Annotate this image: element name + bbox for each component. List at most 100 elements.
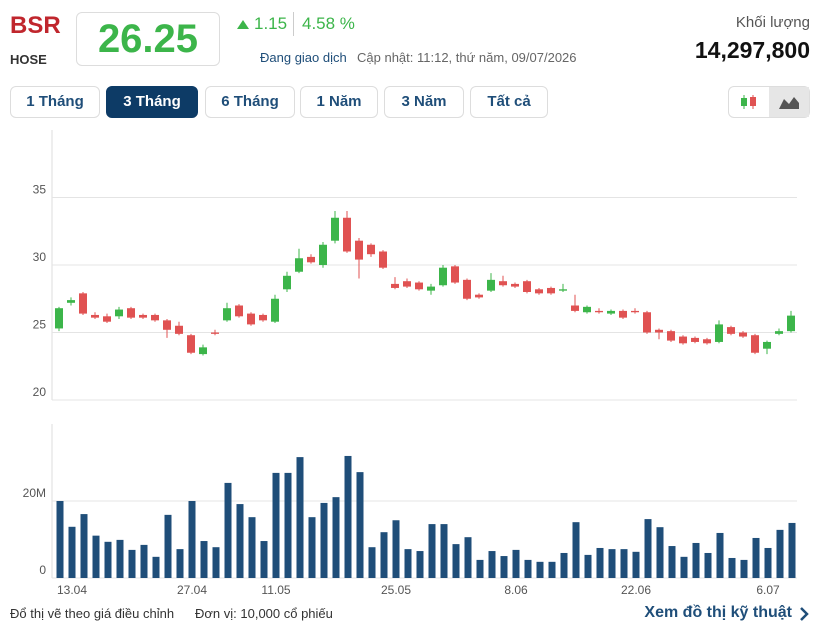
candle-body [355,240,363,260]
volume-bar [536,561,544,578]
view-icons [741,87,809,117]
x-tick-label: 22.06 [621,583,651,597]
candle-body [619,310,627,318]
volume-bar [668,546,676,578]
volume-bar [344,455,352,578]
candle-body [631,310,639,313]
candle-body [271,298,279,322]
volume-bar [392,520,400,578]
candle-body [67,300,75,303]
volume-bar [548,561,556,578]
candle-body [79,293,87,314]
volume-bar [752,537,760,578]
candle-body [127,308,135,318]
volume-bar [188,501,196,578]
chevron [800,607,809,621]
y-tick-label: 20M [23,486,46,500]
volume-bar [464,537,472,578]
candle-body [511,283,519,287]
volume-bar [104,541,112,578]
candle-body [175,325,183,334]
volume-bar [368,547,376,578]
candle-body [727,327,735,334]
candle-body [307,256,315,263]
candle-body [463,279,471,299]
range-button[interactable]: 3 Tháng [106,86,198,118]
candle-body [595,310,603,313]
volume-bar [440,524,448,578]
volume-bar [68,526,76,578]
candle-body [343,217,351,252]
volume-bar [632,551,640,578]
candle-body [487,279,495,291]
volume-bar [272,472,280,578]
exchange: HOSE [10,52,47,67]
range-button[interactable]: 3 Năm [384,86,464,118]
volume-bar [176,549,184,578]
volume-bar [212,547,220,578]
volume-bar [320,502,328,578]
volume-bar [80,514,88,578]
volume-bar [236,504,244,578]
candle-body [259,314,267,321]
x-tick-label: 27.04 [177,583,207,597]
volume-bar [128,549,136,578]
view-toggle[interactable] [728,86,810,118]
y-tick-label: 35 [33,183,47,197]
x-tick-label: 8.06 [504,583,528,597]
volume-bar [608,549,616,578]
volume-bar [416,551,424,578]
volume-bar [788,522,796,578]
status: Đang giao dịch [260,50,347,65]
candle-body [403,281,411,287]
candle-body [319,244,327,265]
candle-body [379,251,387,268]
range-button[interactable]: 1 Tháng [10,86,100,118]
candle-body [295,258,303,272]
tech-link[interactable]: Xem đồ thị kỹ thuật [644,604,792,621]
candle-body [775,331,783,334]
candle-body [583,306,591,313]
candle-body [427,286,435,291]
volume-bar [740,559,748,578]
candle-body [283,275,291,290]
candle-body [415,282,423,290]
y-tick-label: 25 [33,318,47,332]
chart: 20 25 30 35 0 20M 13.04 27.04 11.05 25.05 8.06 22.0… [23,130,797,597]
range-button[interactable]: Tất cả [470,86,548,118]
volume: 14,297,800 [694,37,810,63]
candle-body [367,244,375,255]
volume-bar [656,527,664,578]
volume-bar [476,559,484,578]
volume-bar [152,556,160,578]
volume-bar [308,517,316,578]
candle-body [451,266,459,283]
y-tick-label: 0 [39,563,46,577]
volume-bar [704,552,712,578]
volume-bar [584,554,592,578]
volume-bar [500,556,508,578]
up-arrow [237,20,249,29]
candle-body [475,294,483,298]
candle-body [151,314,159,321]
change-pct: 4.58 % [302,14,355,33]
candle-body [655,329,663,333]
candle-body [211,332,219,334]
candle-body [139,314,147,318]
candle-body [607,310,615,314]
updated: Cập nhật: 11:12, thứ năm, 09/07/2026 [357,50,577,65]
candle-body [667,331,675,341]
volume-bar [560,552,568,578]
candle-body [715,324,723,342]
range-button[interactable]: 1 Năm [300,86,378,118]
footer-unit: Đơn vị: 10,000 cổ phiếu [195,606,333,621]
divider [293,12,294,36]
volume-label: Khối lượng [735,14,810,31]
symbol: BSR [10,12,61,39]
candle-body [91,314,99,318]
range-button[interactable]: 6 Tháng [205,86,295,118]
volume-bar [116,539,124,578]
volume-bar [404,549,412,578]
candle-body [751,335,759,353]
volume-bar [164,514,172,578]
